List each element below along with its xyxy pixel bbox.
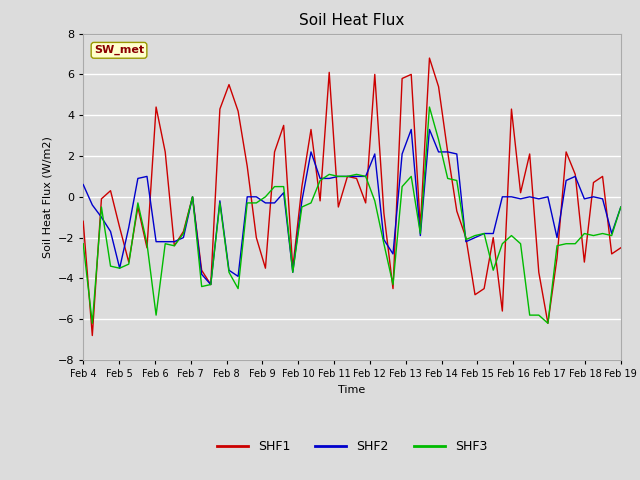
Y-axis label: Soil Heat Flux (W/m2): Soil Heat Flux (W/m2) [42,136,52,258]
Text: SW_met: SW_met [94,45,144,56]
Title: Soil Heat Flux: Soil Heat Flux [300,13,404,28]
X-axis label: Time: Time [339,384,365,395]
Legend: SHF1, SHF2, SHF3: SHF1, SHF2, SHF3 [212,435,492,458]
